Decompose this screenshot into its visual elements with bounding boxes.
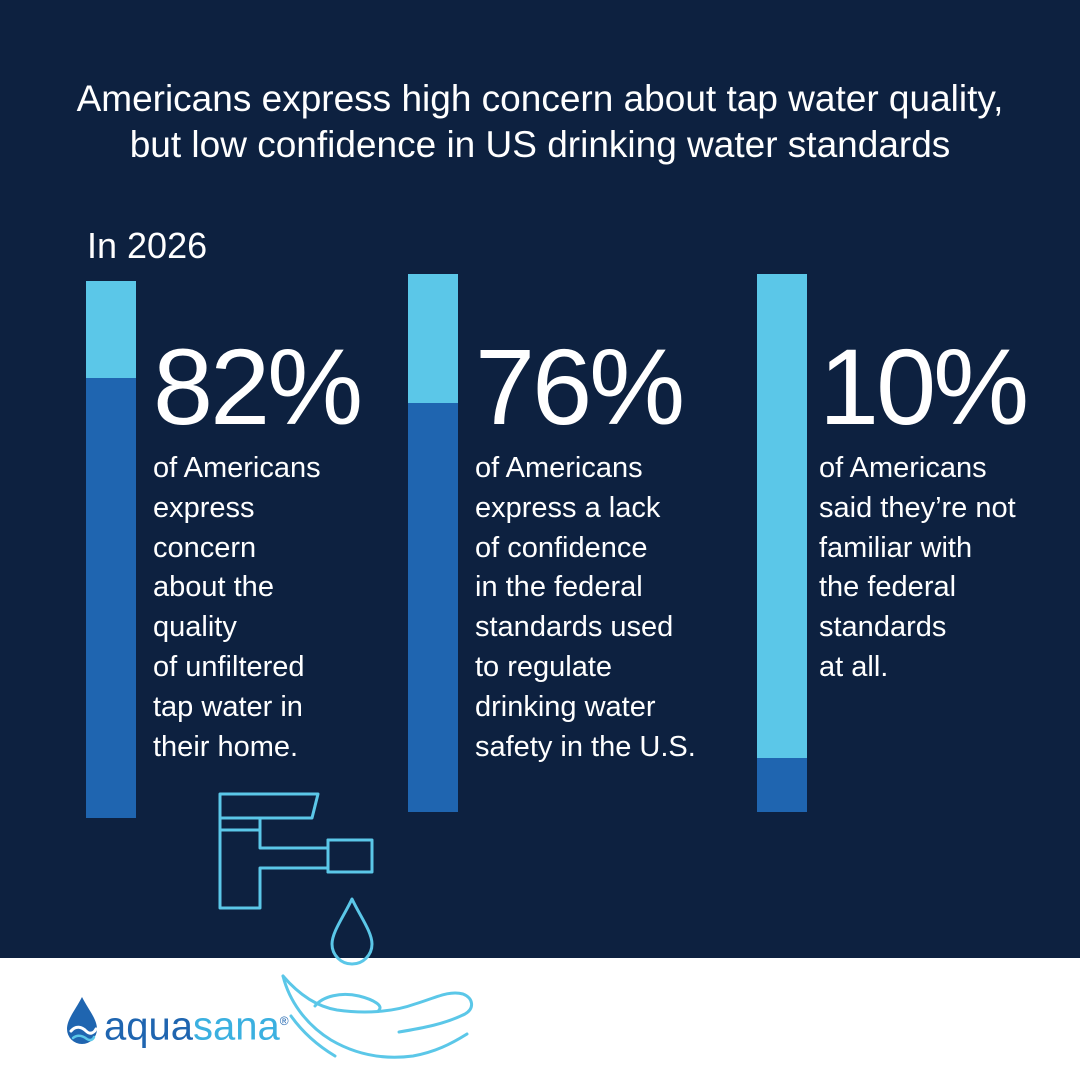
stat-description-line: of Americans [475,452,643,484]
stat-description-line: of Americans [819,452,987,484]
stat-description-line: in the federal [475,571,643,604]
chart-title-line-1: Americans express high concern about tap… [76,78,1004,119]
stat-description-line: safety in the U.S. [475,730,696,763]
year-label: In 2026 [87,225,208,266]
stat-description-line: express [153,491,255,524]
stat-description-line: at all. [819,650,889,683]
stat-description-line: quality [153,611,237,644]
bar-remainder [757,274,807,758]
stat-description-line: familiar with [819,531,973,564]
stat-description-line: express a lack [475,491,661,524]
stat-description-line: tap water in [153,690,303,723]
bar-remainder [86,281,136,378]
aquasana-logo: aquasana® [64,995,324,1051]
stat-description-line: to regulate [475,650,613,683]
aquasana-wordmark: aquasana® [104,997,289,1050]
stat-description-line: standards used [475,611,674,644]
chart-title: Americans express high concern about tap… [0,76,1080,168]
stat-description: of Americans express concern about the q… [153,449,393,767]
trademark-symbol: ® [279,1014,289,1028]
stat-bar-not-familiar [757,274,807,812]
stat-description-line: of Americans [153,452,321,484]
dark-panel [0,0,1080,958]
stat-value: 76% [475,326,685,447]
stat-block-lack-of-confidence: 76% of Americans express a lack of confi… [475,333,745,767]
stat-description-line: drinking water [475,690,656,723]
bar-fill [408,403,458,812]
stat-description: of Americans express a lack of confidenc… [475,449,745,767]
stat-description-line: of unfiltered [153,650,305,683]
water-drop-icon [330,897,374,966]
stat-value: 82% [153,326,363,447]
aquasana-drop-logo-icon [67,997,98,1044]
wordmark-part-2: sana [192,1004,280,1049]
stat-description-line: their home. [153,730,299,763]
open-hand-icon [281,974,473,1059]
bar-fill [757,758,807,812]
stat-description-line: of confidence [475,531,648,564]
stat-description-line: said they’re not [819,491,1016,524]
stat-description-line: concern [153,531,257,564]
stat-description-line: about the [153,571,274,604]
stat-description-line: the federal [819,571,957,604]
bar-fill [86,378,136,818]
stat-description-line: standards [819,611,947,644]
chart-title-line-2: but low confidence in US drinking water … [129,124,951,165]
stat-value: 10% [819,326,1029,447]
bar-remainder [408,274,458,403]
stat-description: of Americans said they’re not familiar w… [819,449,1069,688]
stat-bar-concern [86,281,136,818]
wordmark-part-1: aqua [104,1004,193,1049]
stat-block-concern: 82% of Americans express concern about t… [153,333,393,767]
faucet-icon [218,792,374,910]
stat-bar-lack-of-confidence [408,274,458,812]
stat-block-not-familiar: 10% of Americans said they’re not famili… [819,333,1069,688]
